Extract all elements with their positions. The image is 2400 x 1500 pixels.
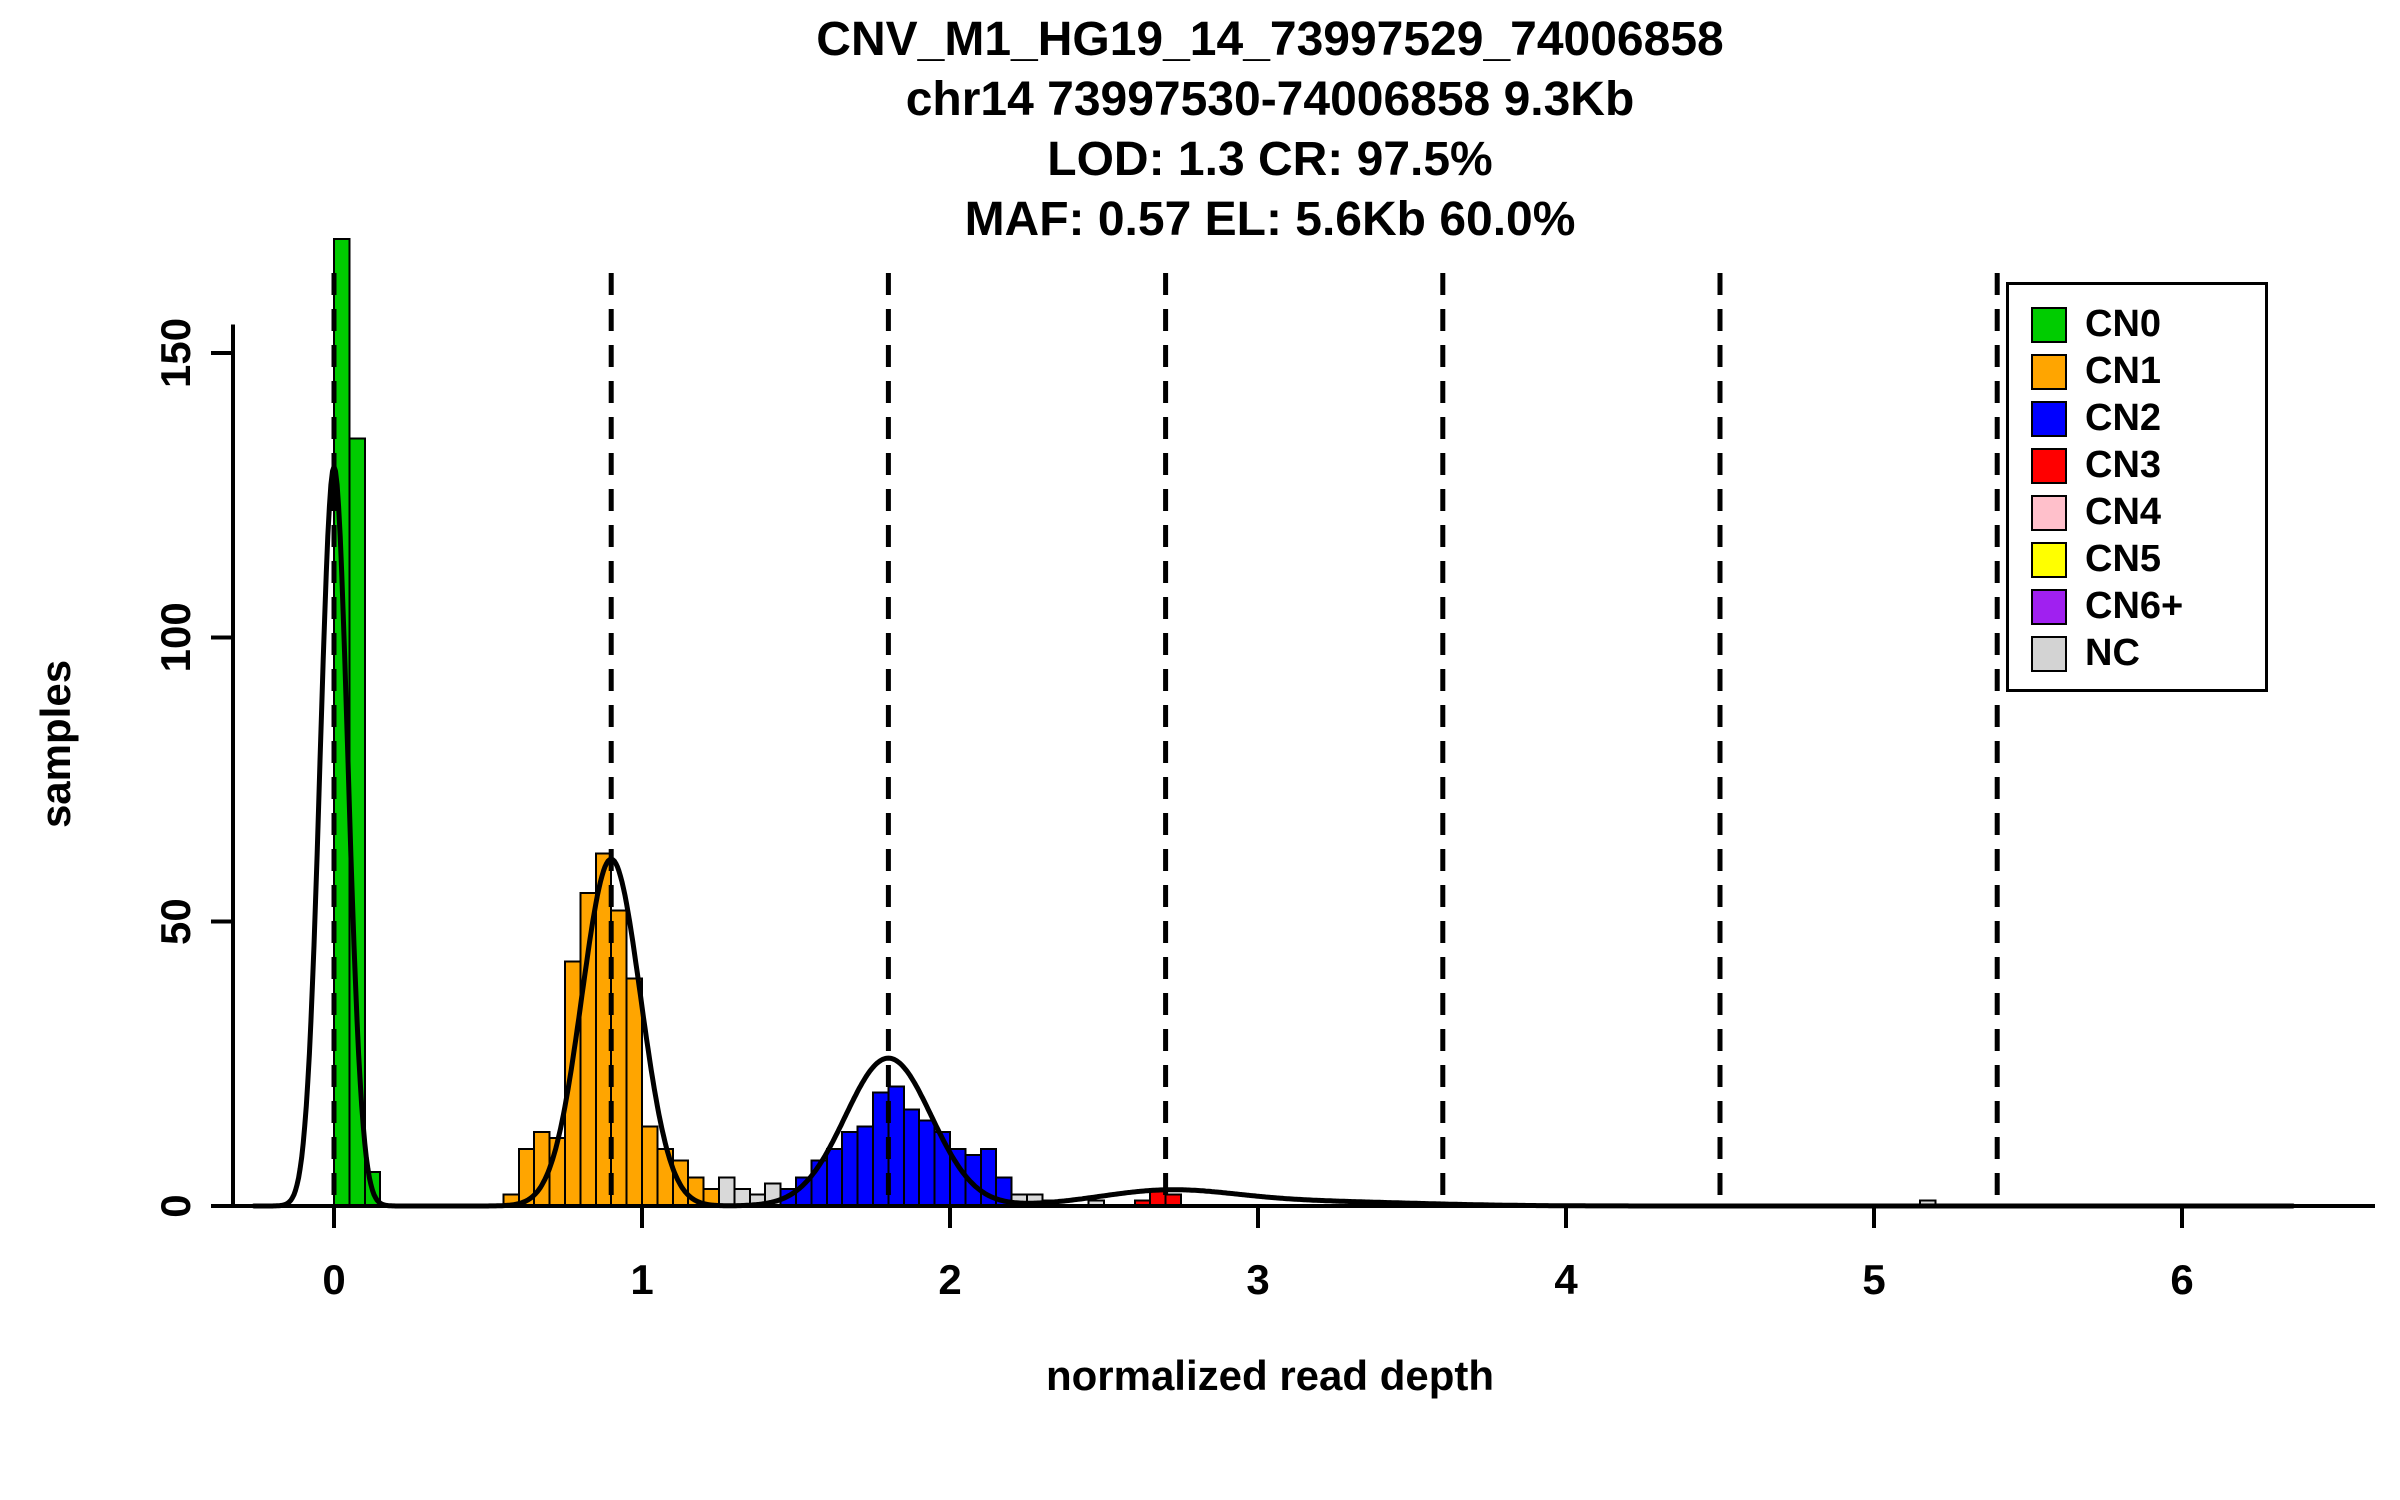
histogram-bar-cn2: [856, 1125, 874, 1208]
histogram-bar-cn1: [610, 909, 628, 1207]
x-tick-label: 6: [2170, 1256, 2193, 1303]
legend: CN0 CN1 CN2 CN3 CN4 CN5 CN6+ NC: [2006, 282, 2268, 692]
legend-swatch-cn2: [2031, 400, 2067, 437]
x-tick-label: 0: [322, 1256, 345, 1303]
legend-swatch-nc: [2031, 635, 2067, 672]
x-tick-label: 5: [1862, 1256, 1885, 1303]
legend-item-nc: NC: [2031, 630, 2255, 677]
histogram-bar-nc: [718, 1176, 736, 1207]
legend-item-cn5: CN5: [2031, 536, 2255, 583]
chart-title-line2: chr14 73997530-74006858 9.3Kb: [905, 73, 1635, 126]
legend-swatch-cn1: [2031, 353, 2067, 390]
legend-swatch-cn5: [2031, 541, 2067, 578]
histogram-bar-cn1: [641, 1125, 659, 1208]
legend-label: CN5: [2085, 538, 2162, 580]
y-tick-label: 0: [152, 1194, 199, 1217]
histogram-bar-cn2: [841, 1131, 859, 1207]
x-tick-label: 1: [630, 1256, 653, 1303]
y-tick-label: 100: [152, 602, 199, 672]
x-tick-label: 4: [1554, 1256, 1578, 1303]
density-curve: [251, 464, 2296, 1209]
x-axis-label: normalized read depth: [1045, 1352, 1495, 1399]
x-tick-label: 3: [1246, 1256, 1269, 1303]
legend-label: CN1: [2085, 350, 2162, 392]
legend-item-cn6plus: CN6+: [2031, 583, 2255, 630]
legend-swatch-cn6plus: [2031, 588, 2067, 625]
y-tick-label: 50: [152, 898, 199, 945]
legend-item-cn4: CN4: [2031, 489, 2255, 536]
legend-label: CN2: [2085, 397, 2162, 439]
legend-item-cn1: CN1: [2031, 348, 2255, 395]
chart-title-line1: CNV_M1_HG19_14_73997529_74006858: [816, 13, 1724, 66]
legend-item-cn2: CN2: [2031, 395, 2255, 442]
legend-items: CN0 CN1 CN2 CN3 CN4 CN5 CN6+ NC: [2031, 301, 2255, 677]
histogram-bar-cn2: [825, 1148, 844, 1207]
legend-label: CN4: [2085, 491, 2162, 533]
legend-label: NC: [2085, 632, 2140, 674]
chart-title-block: CNV_M1_HG19_14_73997529_74006858 chr14 7…: [140, 10, 2400, 250]
legend-swatch-cn4: [2031, 494, 2067, 531]
legend-swatch-cn3: [2031, 447, 2067, 484]
legend-swatch-cn0: [2031, 306, 2067, 343]
legend-label: CN3: [2085, 444, 2162, 486]
y-axis-label: samples: [32, 659, 79, 829]
legend-label: CN6+: [2085, 585, 2184, 627]
legend-label: CN0: [2085, 303, 2162, 345]
histogram-bar-cn2: [918, 1119, 936, 1207]
chart-title-line3: LOD: 1.3 CR: 97.5%: [1047, 133, 1493, 186]
legend-item-cn3: CN3: [2031, 442, 2255, 489]
x-tick-label: 2: [938, 1256, 961, 1303]
legend-item-cn0: CN0: [2031, 301, 2255, 348]
histogram-bar-cn1: [625, 977, 643, 1207]
histogram-bar-cn2: [902, 1108, 921, 1208]
y-tick-label: 150: [152, 318, 199, 388]
chart-title-line4: MAF: 0.57 EL: 5.6Kb 60.0%: [964, 193, 1576, 246]
